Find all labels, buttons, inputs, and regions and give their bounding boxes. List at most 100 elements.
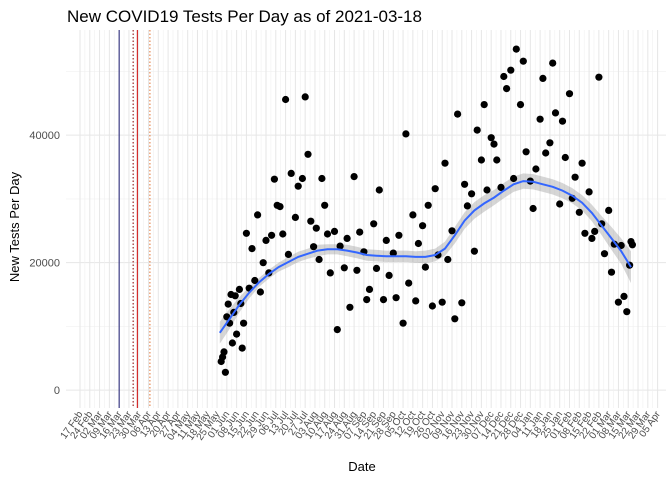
data-point — [379, 296, 388, 304]
data-point — [542, 149, 550, 157]
data-point — [284, 250, 292, 258]
data-point — [551, 109, 560, 117]
data-point — [330, 227, 339, 235]
data-point — [536, 115, 544, 123]
data-point — [259, 259, 267, 267]
data-point — [405, 279, 413, 287]
data-point — [458, 299, 466, 307]
data-point — [346, 303, 354, 311]
data-point — [248, 245, 256, 253]
data-point — [262, 236, 270, 244]
data-point — [519, 57, 527, 65]
data-point — [301, 93, 309, 101]
y-tick-label: 20000 — [29, 258, 60, 270]
data-point — [588, 234, 596, 242]
data-point — [424, 201, 432, 209]
data-point — [490, 140, 498, 148]
data-point — [282, 95, 290, 104]
data-point — [291, 213, 299, 221]
data-point — [468, 190, 476, 198]
data-point — [561, 153, 569, 162]
data-point — [238, 344, 246, 352]
data-point — [578, 159, 586, 167]
data-point — [365, 285, 374, 293]
data-point — [270, 175, 278, 183]
x-axis-title: Date — [348, 459, 375, 474]
data-point — [363, 296, 371, 304]
data-point — [549, 59, 557, 67]
data-point — [451, 315, 459, 323]
data-point — [470, 247, 478, 255]
data-point — [444, 255, 452, 264]
data-point — [385, 271, 393, 279]
data-point — [294, 182, 302, 190]
data-point — [402, 130, 410, 138]
data-point — [571, 173, 579, 181]
data-point — [312, 224, 320, 232]
data-point — [343, 234, 351, 242]
data-point — [487, 134, 495, 142]
data-point — [480, 101, 488, 109]
data-point — [399, 319, 407, 327]
data-point — [254, 211, 262, 219]
data-point — [356, 228, 364, 236]
data-point — [591, 227, 599, 235]
data-point — [522, 148, 530, 156]
data-point — [493, 156, 501, 164]
data-point — [235, 285, 243, 293]
data-point — [220, 348, 228, 356]
data-point — [529, 204, 537, 213]
data-point — [323, 230, 332, 238]
data-point — [607, 268, 616, 276]
data-point — [419, 222, 427, 230]
data-point — [483, 186, 491, 194]
data-point — [307, 217, 315, 225]
data-point — [438, 298, 446, 306]
reference-lines — [118, 30, 151, 408]
data-point — [333, 326, 341, 334]
data-point — [497, 183, 505, 191]
data-point — [512, 45, 520, 53]
data-point — [231, 292, 239, 300]
data-point — [558, 117, 567, 125]
data-point — [500, 72, 508, 81]
y-tick-label: 0 — [54, 385, 60, 397]
data-point — [623, 308, 631, 316]
y-axis-ticks: 0 20000 40000 — [29, 130, 60, 397]
data-points — [217, 45, 637, 376]
data-point — [350, 173, 358, 181]
data-point — [372, 264, 381, 272]
data-point — [585, 188, 593, 196]
data-point — [251, 276, 259, 285]
data-point — [326, 269, 334, 277]
data-point — [428, 302, 436, 310]
data-point — [268, 231, 276, 239]
data-point — [242, 229, 250, 237]
data-point — [581, 229, 589, 237]
data-point — [556, 200, 564, 208]
data-point — [463, 202, 471, 210]
data-point — [507, 66, 515, 74]
data-point — [321, 201, 329, 209]
data-point — [421, 263, 429, 271]
data-point — [315, 255, 323, 264]
data-point — [221, 368, 229, 376]
data-point — [353, 266, 361, 274]
grid-lines — [66, 30, 666, 408]
data-point — [375, 186, 383, 194]
data-point — [516, 101, 525, 109]
data-point — [233, 330, 241, 338]
data-point — [412, 297, 420, 305]
data-point — [310, 243, 318, 251]
data-point — [340, 264, 348, 272]
data-point — [441, 159, 449, 167]
smooth-trend-line — [218, 180, 632, 334]
data-point — [477, 156, 485, 164]
data-point — [224, 300, 232, 308]
data-point — [395, 231, 403, 239]
data-point — [595, 73, 603, 81]
data-point — [336, 242, 344, 250]
data-point — [318, 174, 326, 183]
data-point — [409, 211, 417, 219]
